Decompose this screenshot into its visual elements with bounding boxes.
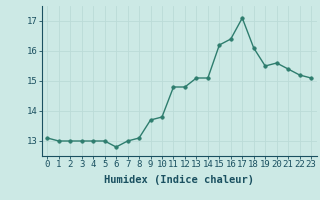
X-axis label: Humidex (Indice chaleur): Humidex (Indice chaleur) bbox=[104, 175, 254, 185]
